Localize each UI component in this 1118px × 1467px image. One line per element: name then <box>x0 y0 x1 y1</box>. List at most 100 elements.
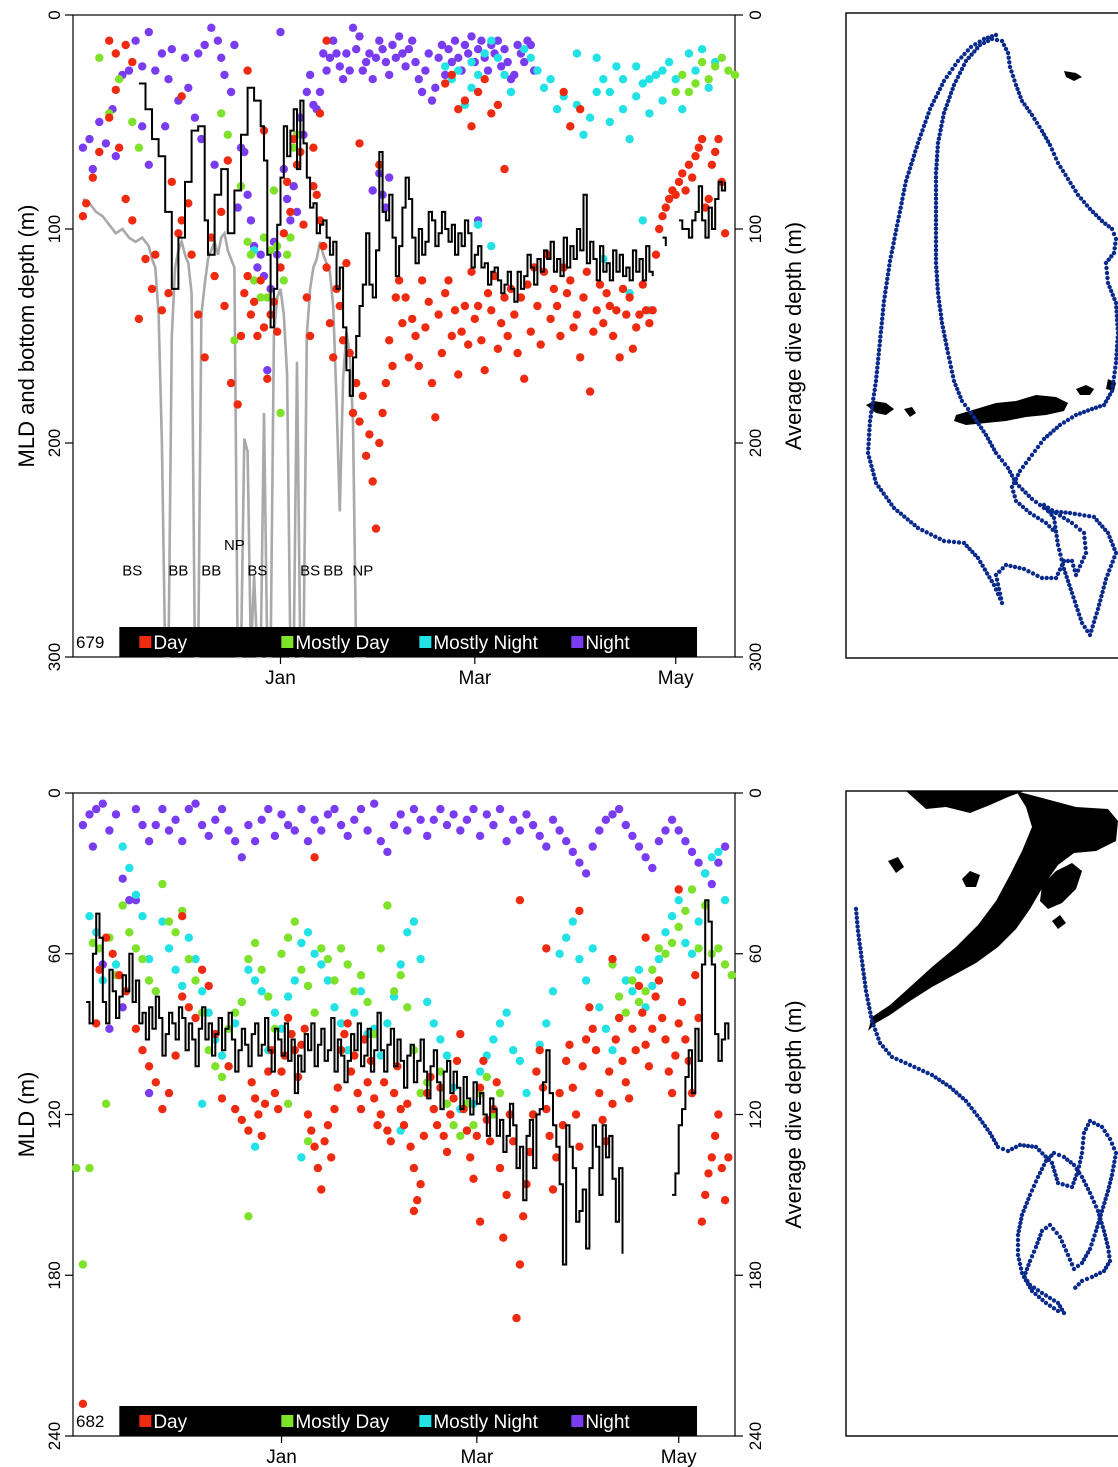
dive-point-mostly-day <box>88 938 98 948</box>
track-dot <box>940 1080 945 1085</box>
track-dot <box>1078 1155 1084 1160</box>
dive-point-night <box>111 152 121 161</box>
track-dot <box>1067 582 1072 588</box>
track-dot <box>962 51 967 57</box>
dive-point-day <box>497 319 506 328</box>
dive-point-day <box>704 194 713 204</box>
dive-point-day <box>429 1104 438 1114</box>
track-dot <box>1109 1172 1115 1178</box>
track-dot <box>1074 603 1079 609</box>
track-dot <box>877 338 883 344</box>
dive-point-mostly-day <box>323 954 333 964</box>
dive-point-mostly-day <box>403 1003 412 1012</box>
track-dot <box>1031 1249 1037 1254</box>
dive-point-night <box>581 869 591 878</box>
track-dot <box>1090 624 1095 629</box>
dive-point-day <box>260 1099 270 1109</box>
dive-point-night <box>401 62 410 71</box>
dive-point-mostly-day <box>614 992 624 1001</box>
track-dot <box>974 418 979 423</box>
track-dot <box>1073 524 1079 529</box>
track-dot <box>908 520 914 525</box>
dive-point-mostly-night <box>125 863 134 873</box>
track-dot <box>946 539 952 544</box>
dive-point-day <box>226 378 236 388</box>
track-dot <box>1093 212 1099 218</box>
track-dot <box>963 58 969 64</box>
track-dot <box>1033 1291 1038 1297</box>
dive-point-day <box>439 1131 448 1141</box>
track-dot <box>893 232 898 237</box>
dive-point-day <box>499 1233 508 1242</box>
track-dot <box>936 299 942 304</box>
track-dot <box>1059 557 1064 562</box>
track-dot <box>1057 1234 1063 1240</box>
dive-point-mostly-day <box>727 971 736 980</box>
track-dot <box>944 1082 949 1087</box>
track-dot <box>920 528 925 533</box>
track-dot <box>1107 1258 1113 1264</box>
track-dot <box>898 205 903 210</box>
y-tick-label-left: 100 <box>45 215 64 243</box>
track-dot <box>1022 102 1027 107</box>
dive-point-mostly-day <box>714 944 723 953</box>
track-dot <box>966 55 971 60</box>
track-dot <box>898 511 904 516</box>
dive-point-day <box>578 1062 587 1071</box>
track-dot <box>934 277 940 283</box>
dive-point-day <box>674 885 683 894</box>
track-dot <box>1075 192 1081 198</box>
dive-point-mostly-night <box>442 1051 452 1060</box>
dive-point-night <box>118 874 127 883</box>
dive-point-mostly-day <box>641 987 650 996</box>
track-dot <box>1079 1150 1085 1156</box>
dive-point-day <box>243 271 252 281</box>
dive-point-night <box>687 847 697 857</box>
dive-point-night <box>388 40 397 50</box>
dive-point-mostly-night <box>441 62 450 71</box>
dive-point-mostly-day <box>654 944 664 953</box>
dive-point-day <box>307 1126 316 1135</box>
dive-point-night <box>509 815 518 824</box>
track-dot <box>1105 1244 1111 1250</box>
track-dot <box>943 106 948 112</box>
track-dot <box>883 289 888 295</box>
track-dot <box>1111 231 1117 237</box>
track-dot <box>1051 1306 1057 1311</box>
dive-point-mostly-night <box>138 912 147 921</box>
track-dot <box>981 40 987 46</box>
dive-point-night <box>98 799 108 808</box>
dive-point-night <box>305 70 315 80</box>
track-dot <box>880 1044 886 1049</box>
dive-point-mostly-night <box>575 954 584 964</box>
dive-point-day <box>158 1104 167 1114</box>
dive-point-day <box>167 177 176 187</box>
track-dot <box>1000 566 1005 571</box>
dive-point-night <box>335 62 344 71</box>
track-dot <box>1027 1192 1033 1198</box>
track-dot <box>948 364 954 370</box>
track-dot <box>1095 606 1101 612</box>
track-dot <box>1112 1159 1117 1165</box>
dive-point-night <box>477 36 486 45</box>
dive-point-day <box>259 323 269 332</box>
track-dot <box>1103 221 1108 226</box>
dive-point-night <box>329 36 338 45</box>
track-dot <box>1055 160 1061 166</box>
track-dot <box>1105 275 1110 281</box>
y-tick-label-right: 60 <box>746 944 765 963</box>
track-dot <box>965 48 970 53</box>
dive-point-day <box>128 216 137 225</box>
track-dot <box>1007 64 1013 70</box>
dive-point-day <box>310 1142 319 1151</box>
track-dot <box>1069 558 1075 564</box>
dive-point-day <box>460 96 470 105</box>
track-dot <box>987 1130 993 1136</box>
dive-point-day <box>588 1024 597 1034</box>
track-dot <box>976 422 981 427</box>
track-dot <box>1113 365 1118 370</box>
dive-point-day <box>624 1094 634 1103</box>
track-dot <box>881 303 886 308</box>
dive-point-day <box>254 1110 263 1119</box>
